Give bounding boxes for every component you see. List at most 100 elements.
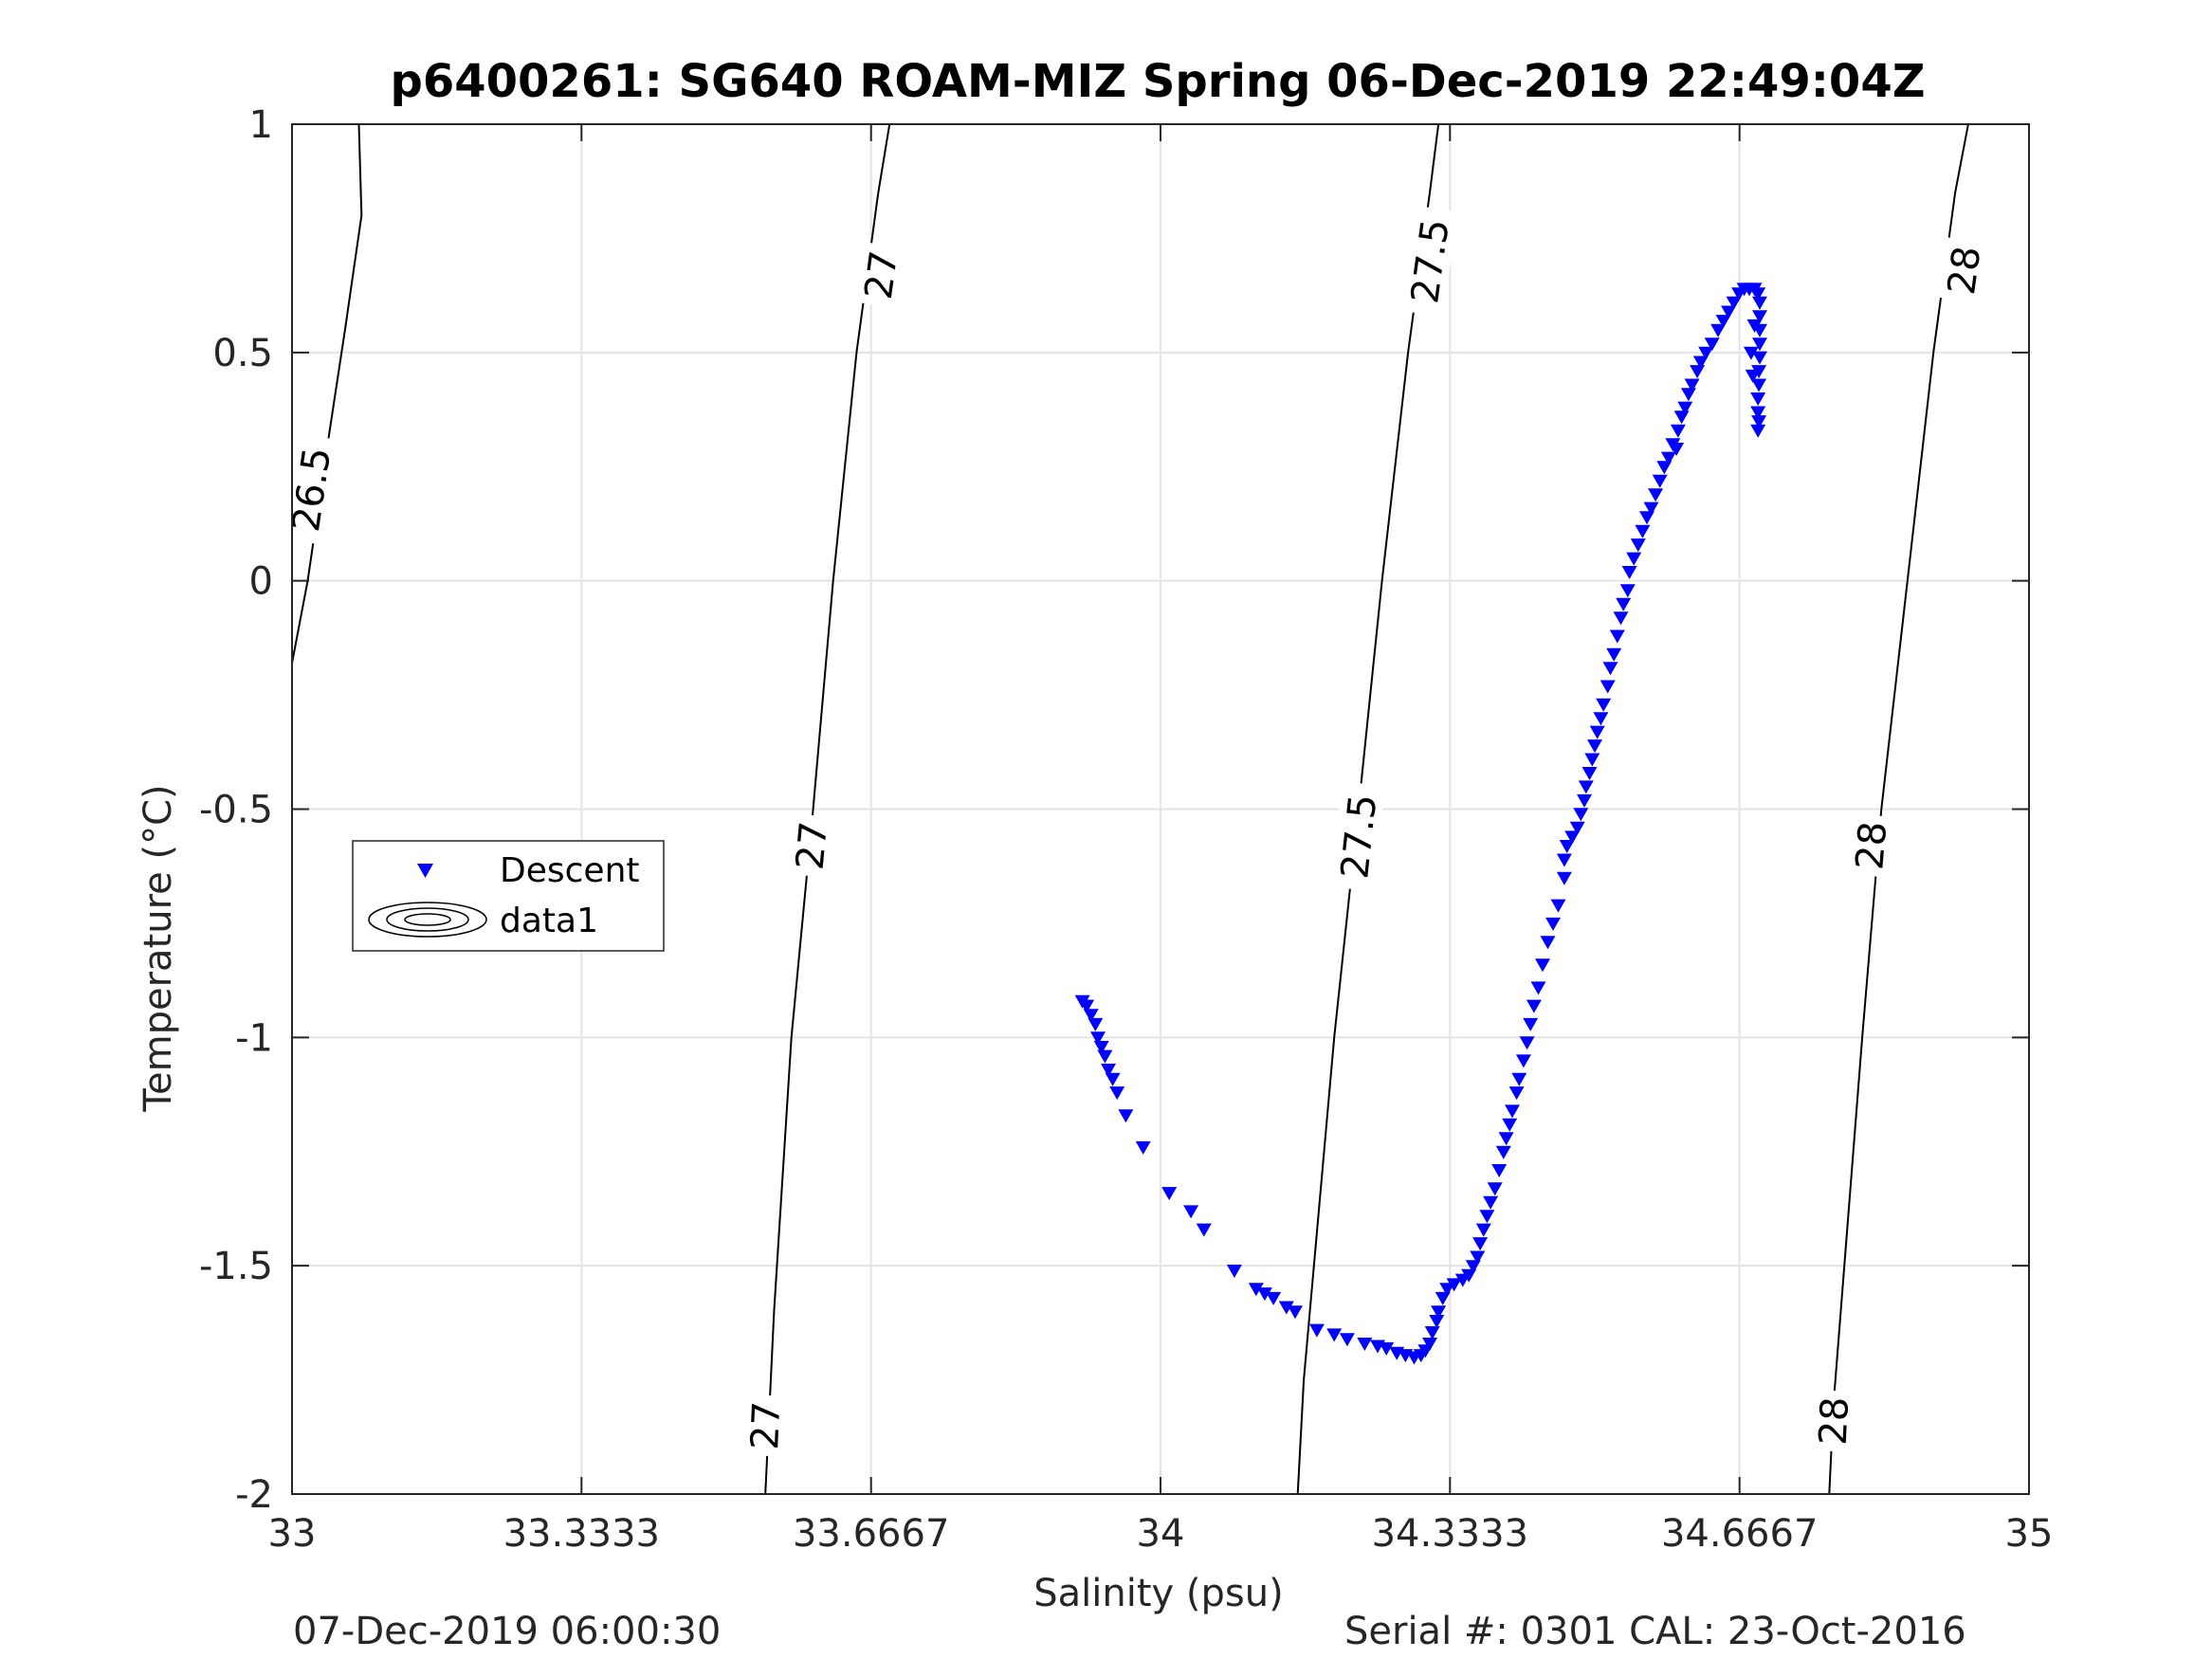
descent-point bbox=[1446, 1278, 1462, 1292]
descent-point bbox=[1587, 739, 1602, 754]
descent-point bbox=[1564, 830, 1581, 845]
contour-label-group: 27 bbox=[785, 812, 836, 878]
descent-point bbox=[1752, 351, 1767, 365]
legend: Descent data1 bbox=[352, 840, 665, 952]
descent-point bbox=[1692, 356, 1709, 370]
descent-point bbox=[1101, 1064, 1116, 1077]
descent-point bbox=[1710, 323, 1727, 337]
x-tick-label: 34.3333 bbox=[1372, 1512, 1528, 1556]
descent-point bbox=[1465, 1260, 1481, 1274]
descent-point bbox=[1079, 999, 1095, 1013]
descent-point bbox=[1726, 296, 1742, 310]
descent-point bbox=[1470, 1250, 1486, 1265]
x-tick-label: 34 bbox=[1137, 1512, 1185, 1556]
descent-point bbox=[1673, 410, 1690, 425]
x-axis-label: Salinity (psu) bbox=[1033, 1572, 1283, 1615]
descent-point bbox=[1648, 488, 1664, 502]
contour-label: 28 bbox=[1848, 820, 1895, 872]
descent-point bbox=[1606, 647, 1622, 662]
descent-point bbox=[1746, 319, 1763, 333]
descent-point bbox=[1248, 1283, 1264, 1297]
contour-line bbox=[291, 123, 363, 664]
descent-point bbox=[1669, 443, 1685, 456]
descent-point bbox=[1556, 853, 1572, 867]
descent-point bbox=[1577, 793, 1592, 808]
descent-point bbox=[1752, 296, 1767, 310]
footer-timestamp: 07-Dec-2019 06:00:30 bbox=[293, 1610, 722, 1653]
descent-point bbox=[1083, 1009, 1099, 1023]
x-tick-label: 33.6667 bbox=[793, 1512, 949, 1556]
contour-label: 27 bbox=[743, 1400, 789, 1450]
descent-point bbox=[1621, 566, 1637, 579]
descent-point bbox=[1109, 1086, 1125, 1101]
descent-point bbox=[1578, 780, 1594, 794]
descent-point bbox=[1616, 597, 1632, 611]
y-tick-label: 0 bbox=[249, 560, 273, 604]
contour-label-background bbox=[853, 242, 906, 308]
descent-point bbox=[1596, 698, 1612, 712]
descent-point bbox=[1602, 662, 1618, 676]
descent-point bbox=[1422, 1338, 1437, 1351]
y-tick-label: -2 bbox=[235, 1473, 273, 1517]
descent-point bbox=[1626, 552, 1642, 566]
y-tick-label: -0.5 bbox=[199, 789, 273, 832]
chart-title: p6400261: SG640 ROAM-MIZ Spring 06-Dec-2… bbox=[390, 55, 1925, 108]
descent-point bbox=[1656, 461, 1673, 475]
contour-label-group: 27 bbox=[853, 242, 906, 308]
contour-label-group: 27.5 bbox=[1330, 781, 1385, 892]
descent-point bbox=[1589, 725, 1605, 739]
descent-point bbox=[1684, 378, 1700, 392]
descent-point bbox=[1508, 1086, 1525, 1101]
contour-label-background bbox=[785, 812, 835, 878]
contour-label-group: 28 bbox=[1809, 1389, 1857, 1452]
descent-point bbox=[1118, 1109, 1134, 1123]
descent-series bbox=[1074, 283, 1767, 1365]
descent-point bbox=[1519, 1036, 1535, 1050]
descent-point bbox=[1600, 680, 1616, 694]
contour-label: 28 bbox=[1940, 244, 1989, 298]
y-tick-label: -1.5 bbox=[199, 1245, 273, 1288]
descent-point bbox=[1088, 1017, 1104, 1031]
contour-label: 27.5 bbox=[1333, 793, 1385, 881]
y-tick-label: -1 bbox=[235, 1016, 273, 1060]
contour-label-group: 28 bbox=[1845, 813, 1895, 878]
contour-label-background bbox=[1845, 813, 1894, 878]
contour-label-background bbox=[1399, 205, 1458, 317]
contour-label-group: 27 bbox=[740, 1394, 789, 1457]
contour-label-group: 26.5 bbox=[281, 433, 339, 545]
contour-label-background bbox=[1937, 237, 1989, 303]
descent-point bbox=[1487, 1182, 1503, 1196]
descent-point bbox=[1502, 1118, 1518, 1132]
x-tick-label: 34.6667 bbox=[1661, 1512, 1818, 1556]
descent-point bbox=[1609, 629, 1625, 644]
contour-label-background bbox=[1809, 1389, 1856, 1452]
contour-line bbox=[1828, 123, 1969, 1495]
descent-point bbox=[1652, 474, 1668, 488]
descent-point bbox=[1613, 611, 1629, 626]
descent-point bbox=[1530, 981, 1546, 995]
descent-point bbox=[1526, 999, 1542, 1013]
descent-point bbox=[1439, 1283, 1455, 1297]
descent-point bbox=[1183, 1205, 1199, 1219]
descent-point bbox=[1630, 538, 1646, 553]
descent-point bbox=[1584, 753, 1600, 767]
descent-point bbox=[1424, 1326, 1440, 1340]
descent-point bbox=[1593, 712, 1609, 726]
axis-ticks: 33 33.3333 33.6667 34 34.3333 34.6667 35 -2 -1.5… bbox=[199, 103, 2054, 1556]
descent-point bbox=[1750, 406, 1766, 420]
descent-point bbox=[1475, 1223, 1491, 1237]
contour-label-background bbox=[740, 1394, 788, 1457]
descent-point bbox=[1745, 369, 1761, 383]
descent-point bbox=[1635, 524, 1651, 538]
descent-point bbox=[1556, 871, 1572, 885]
descent-point bbox=[1511, 1072, 1527, 1086]
contour-label: 27 bbox=[857, 248, 906, 302]
descent-point bbox=[1660, 451, 1676, 465]
descent-point bbox=[1256, 1287, 1272, 1302]
footer-serial-cal: Serial #: 0301 CAL: 23-Oct-2016 bbox=[1344, 1610, 1966, 1653]
contour-label: 28 bbox=[1812, 1395, 1857, 1446]
descent-point bbox=[1505, 1104, 1520, 1119]
descent-point bbox=[1288, 1305, 1303, 1320]
descent-point bbox=[1308, 1323, 1325, 1338]
descent-point bbox=[1550, 899, 1566, 913]
